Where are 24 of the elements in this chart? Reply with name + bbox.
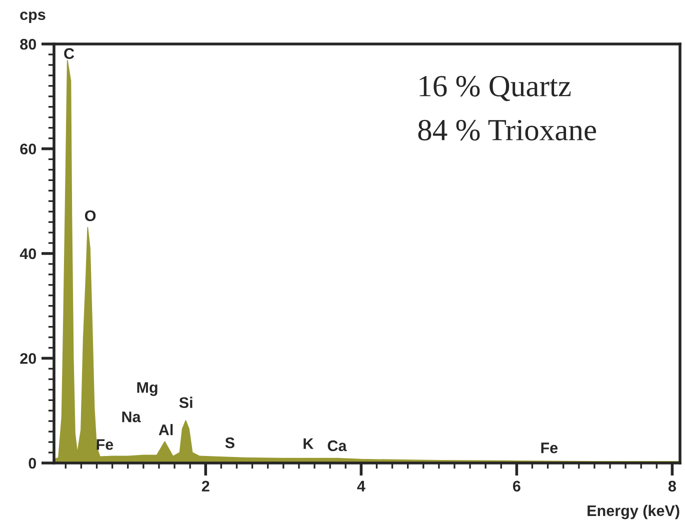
annotation: Mg	[137, 382, 158, 396]
x-tick-label: 2	[202, 480, 210, 492]
annotation: Ca	[328, 440, 347, 452]
y-tick-label: 80	[20, 38, 36, 50]
y-tick-label: 40	[20, 248, 36, 260]
annotation: 16 % Quartz	[420, 76, 571, 102]
annotation: Na	[122, 412, 141, 422]
x-tick-label: 6	[513, 480, 520, 492]
x-tick-label: 4	[357, 480, 366, 492]
x-tick-label: 8	[668, 480, 676, 492]
annotation: Al	[158, 424, 173, 436]
annotation: Si	[179, 396, 192, 408]
annotation: Fe	[541, 442, 558, 454]
annotation: 84 % Trioxane	[418, 120, 596, 141]
annotation: S	[225, 437, 234, 448]
annotation: K	[304, 438, 314, 449]
y-tick-label: 60	[20, 144, 36, 154]
y-tick-label: 20	[20, 353, 36, 364]
y-axis-title: cps	[20, 12, 46, 24]
annotation: C	[64, 48, 74, 59]
y-tick-label: 0	[28, 458, 36, 469]
x-axis-title: Energy (keV)	[588, 504, 680, 520]
annotation: O	[84, 210, 96, 222]
annotation: Fe	[96, 439, 114, 450]
